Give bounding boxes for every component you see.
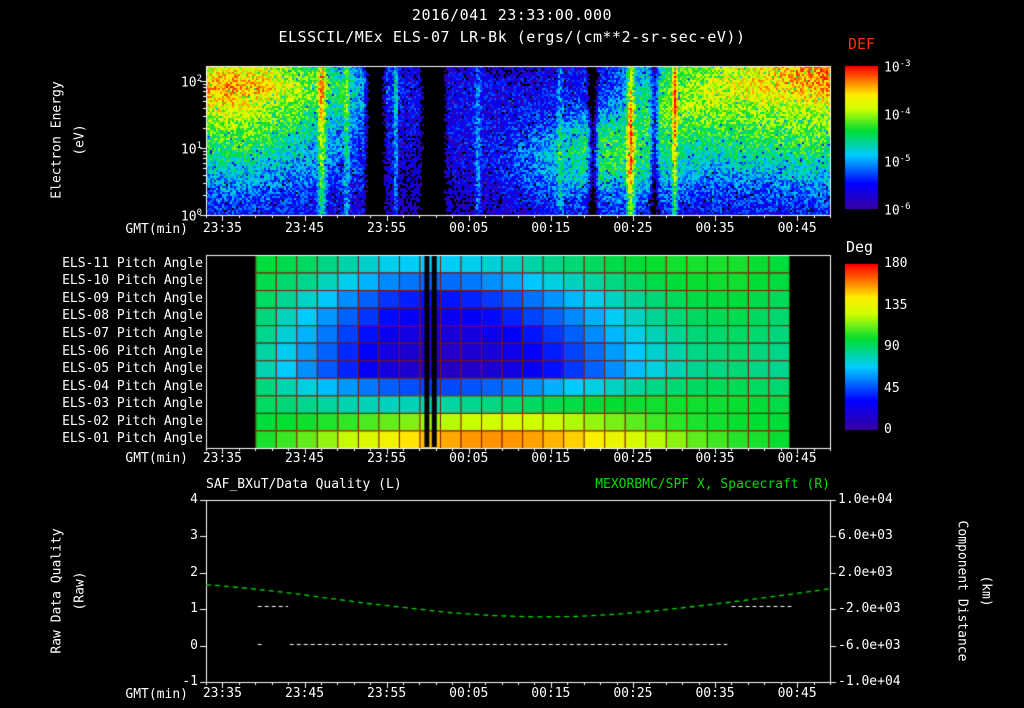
raw-tick-label: 0 (0, 638, 198, 653)
km-tick-label: 2.0e+03 (838, 565, 893, 580)
km-tick-label: 6.0e+03 (838, 528, 893, 543)
pitch-row-label: ELS-11 Pitch Angle (0, 256, 203, 271)
deg-tick-label: 90 (884, 339, 900, 354)
raw-tick-label: 1 (0, 601, 198, 616)
distance-axis-label: Component Distance (955, 521, 970, 662)
def-tick-label: 10-3 (884, 57, 911, 75)
x-tick-label: 00:15 (521, 686, 581, 701)
km-tick-label: -6.0e+03 (838, 638, 901, 653)
x-tick-label: 00:45 (767, 451, 827, 466)
raw-quality-axis-label: Raw Data Quality (50, 528, 65, 653)
gmt-label-panel3: GMT(min) (100, 687, 188, 702)
gmt-label-panel2: GMT(min) (100, 451, 188, 466)
x-tick-label: 00:35 (685, 451, 745, 466)
x-tick-label: 00:45 (767, 686, 827, 701)
x-tick-label: 23:55 (357, 451, 417, 466)
km-tick-label: -1.0e+04 (838, 674, 901, 689)
pitch-row-label: ELS-09 Pitch Angle (0, 291, 203, 306)
x-tick-label: 00:35 (685, 686, 745, 701)
km-tick-label: -2.0e+03 (838, 601, 901, 616)
x-tick-label: 23:45 (275, 451, 335, 466)
x-tick-label: 23:55 (357, 221, 417, 236)
deg-tick-label: 135 (884, 298, 907, 313)
pitch-row-label: ELS-03 Pitch Angle (0, 396, 203, 411)
deg-tick-label: 0 (884, 422, 892, 437)
x-tick-label: 00:15 (521, 221, 581, 236)
energy-tick-label: 102 (150, 72, 202, 90)
pitch-row-label: ELS-07 Pitch Angle (0, 326, 203, 341)
pitch-row-label: ELS-05 Pitch Angle (0, 361, 203, 376)
def-tick-label: 10-4 (884, 105, 911, 123)
energy-axis-units: (eV) (73, 124, 88, 155)
distance-axis-units: (km) (979, 575, 994, 606)
def-tick-label: 10-6 (884, 200, 911, 218)
raw-tick-label: 4 (0, 492, 198, 507)
x-tick-label: 23:45 (275, 221, 335, 236)
raw-tick-label: 2 (0, 565, 198, 580)
pitch-row-label: ELS-04 Pitch Angle (0, 379, 203, 394)
panel3-title-right: MEXORBMC/SPF X, Spacecraft (R) (430, 477, 830, 492)
pitch-row-label: ELS-06 Pitch Angle (0, 344, 203, 359)
energy-tick-label: 101 (150, 139, 202, 157)
x-tick-label: 23:55 (357, 686, 417, 701)
x-tick-label: 00:45 (767, 221, 827, 236)
header-datetime: 2016/041 23:33:00.000 (0, 6, 1024, 24)
x-tick-label: 00:05 (439, 451, 499, 466)
x-tick-label: 00:25 (603, 451, 663, 466)
colorbar-deg-label: Deg (846, 240, 873, 255)
x-tick-label: 00:05 (439, 221, 499, 236)
raw-tick-label: -1 (0, 674, 198, 689)
x-tick-label: 00:15 (521, 451, 581, 466)
colorbar-def-label: DEF (848, 37, 875, 52)
x-tick-label: 23:35 (192, 221, 252, 236)
km-tick-label: 1.0e+04 (838, 492, 893, 507)
deg-tick-label: 180 (884, 256, 907, 271)
pitch-row-label: ELS-10 Pitch Angle (0, 273, 203, 288)
raw-tick-label: 3 (0, 528, 198, 543)
x-tick-label: 00:35 (685, 221, 745, 236)
x-tick-label: 00:05 (439, 686, 499, 701)
x-tick-label: 23:45 (275, 686, 335, 701)
plot-screen: 2016/041 23:33:00.000 ELSSCIL/MEx ELS-07… (0, 0, 1024, 708)
pitch-row-label: ELS-01 Pitch Angle (0, 431, 203, 446)
pitch-row-label: ELS-02 Pitch Angle (0, 414, 203, 429)
def-tick-label: 10-5 (884, 152, 911, 170)
pitch-row-label: ELS-08 Pitch Angle (0, 308, 203, 323)
deg-tick-label: 45 (884, 381, 900, 396)
x-tick-label: 23:35 (192, 686, 252, 701)
x-tick-label: 00:25 (603, 686, 663, 701)
energy-axis-label: Electron Energy (50, 81, 65, 198)
x-tick-label: 00:25 (603, 221, 663, 236)
x-tick-label: 23:35 (192, 451, 252, 466)
